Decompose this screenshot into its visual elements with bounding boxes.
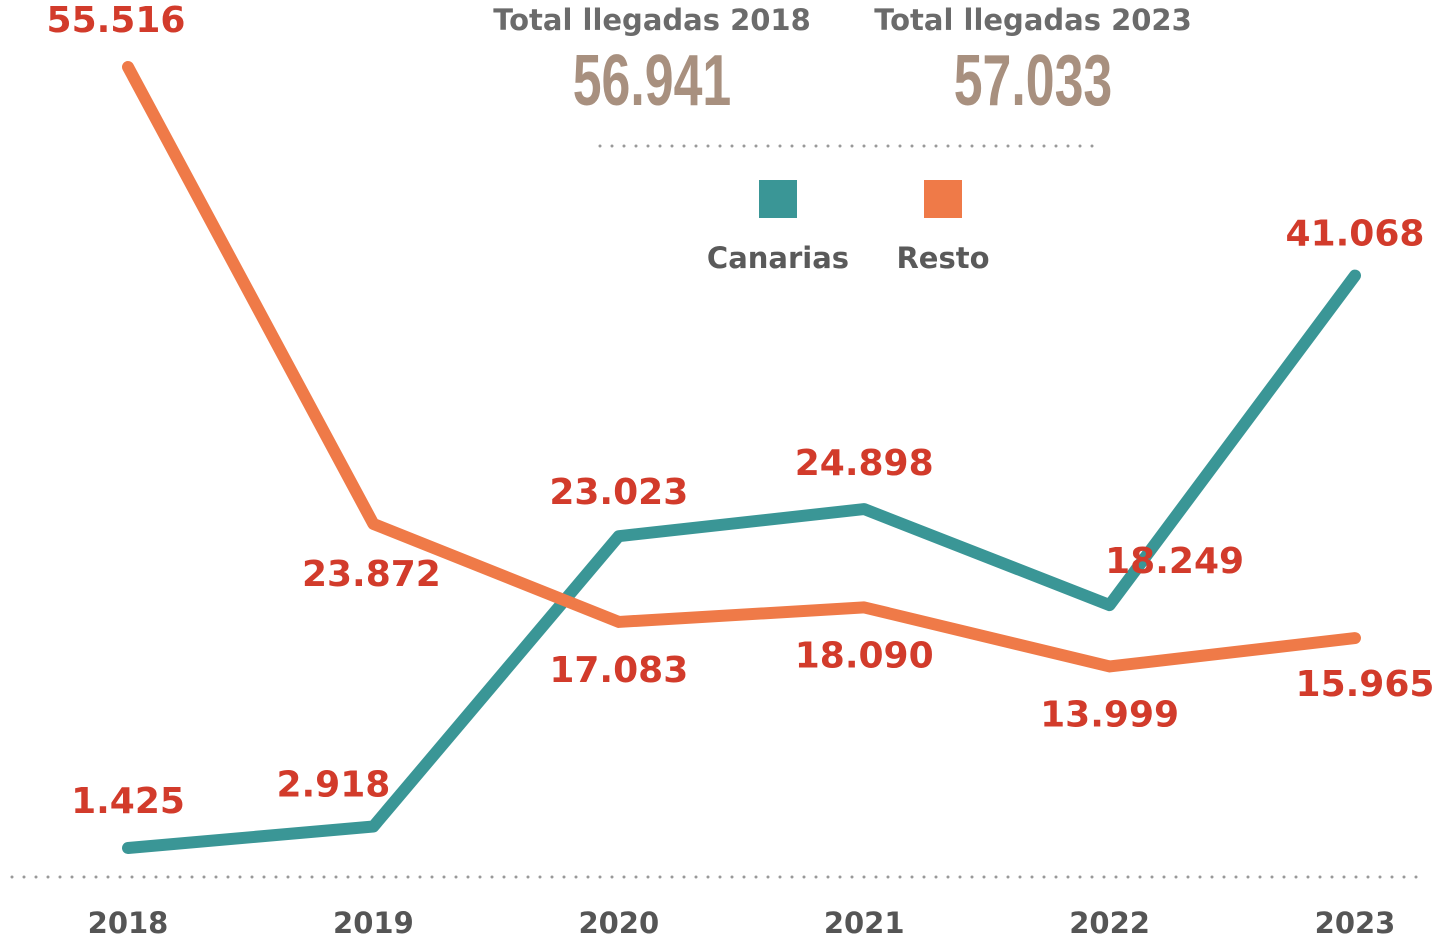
data-label: 17.083 — [549, 650, 688, 691]
legend-label: Resto — [896, 241, 989, 275]
x-tick-label: 2023 — [1315, 906, 1396, 940]
data-label: 41.068 — [1286, 214, 1425, 255]
line — [122, 61, 1361, 673]
annotation-label: Total llegadas 2018 — [493, 3, 811, 37]
x-tick-label: 2018 — [88, 906, 169, 940]
legend-label: Canarias — [707, 241, 849, 275]
legend-swatch — [759, 180, 797, 218]
data-label: 23.023 — [549, 472, 688, 513]
x-tick-label: 2019 — [333, 906, 414, 940]
annotation-label: Total llegadas 2023 — [874, 3, 1192, 37]
x-tick-label: 2022 — [1069, 906, 1150, 940]
data-label: 13.999 — [1040, 694, 1179, 735]
data-label: 24.898 — [795, 443, 934, 484]
annotation-value: 57.033 — [954, 41, 1113, 121]
x-tick-label: 2021 — [824, 906, 905, 940]
legend-swatch — [924, 180, 962, 218]
data-label: 2.918 — [276, 764, 390, 805]
data-label: 15.965 — [1296, 664, 1435, 705]
annotation-value: 56.941 — [573, 41, 732, 121]
data-label: 23.872 — [302, 554, 441, 595]
data-label: 18.249 — [1105, 541, 1244, 582]
data-label: 1.425 — [71, 781, 185, 822]
line — [122, 269, 1361, 855]
data-label: 18.090 — [795, 635, 934, 676]
data-label: 55.516 — [47, 0, 186, 41]
x-tick-label: 2020 — [578, 906, 659, 940]
